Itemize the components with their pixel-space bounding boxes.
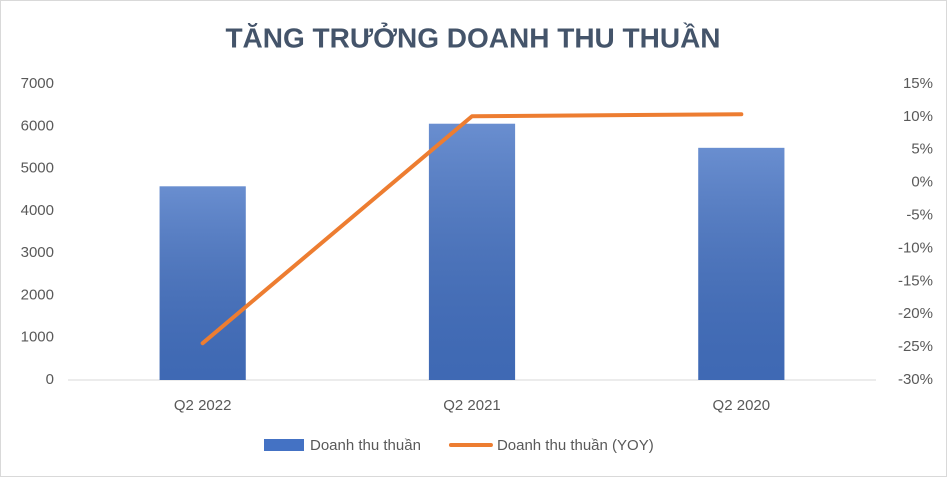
x-tick-label: Q2 2020 <box>713 397 771 414</box>
line <box>200 112 744 346</box>
legend-label: Doanh thu thuần (YOY) <box>497 437 654 454</box>
y2-tick-label: -25% <box>898 338 933 355</box>
y-tick-label: 2000 <box>21 286 54 303</box>
y-tick-label: 7000 <box>21 75 54 92</box>
y-tick-label: 6000 <box>21 117 54 134</box>
y2-tick-label: 10% <box>903 108 933 125</box>
y2-tick-label: -15% <box>898 272 933 289</box>
y-tick-label: 5000 <box>21 160 54 177</box>
y2-tick-label: 5% <box>911 141 933 158</box>
y2-tick-label: -5% <box>906 207 933 224</box>
y2-tick-label: -20% <box>898 305 933 322</box>
chart-title: TĂNG TRƯỞNG DOANH THU THUẦN <box>225 21 720 53</box>
bar-shade <box>159 186 246 380</box>
bar-shade <box>698 147 785 380</box>
y-tick-label: 4000 <box>21 202 54 219</box>
bar-shade <box>428 123 516 381</box>
legend-swatch <box>264 439 304 451</box>
x-tick-label: Q2 2022 <box>174 397 232 414</box>
x-tick-label: Q2 2021 <box>443 397 501 414</box>
y2-tick-label: 0% <box>911 174 933 191</box>
y-tick-label: 1000 <box>21 329 54 346</box>
y2-tick-label: 15% <box>903 75 933 92</box>
y-tick-label: 0 <box>46 371 54 388</box>
y2-tick-label: -30% <box>898 371 933 388</box>
y2-tick-label: -10% <box>898 239 933 256</box>
y-tick-label: 3000 <box>21 244 54 261</box>
legend-label: Doanh thu thuần <box>310 437 421 454</box>
